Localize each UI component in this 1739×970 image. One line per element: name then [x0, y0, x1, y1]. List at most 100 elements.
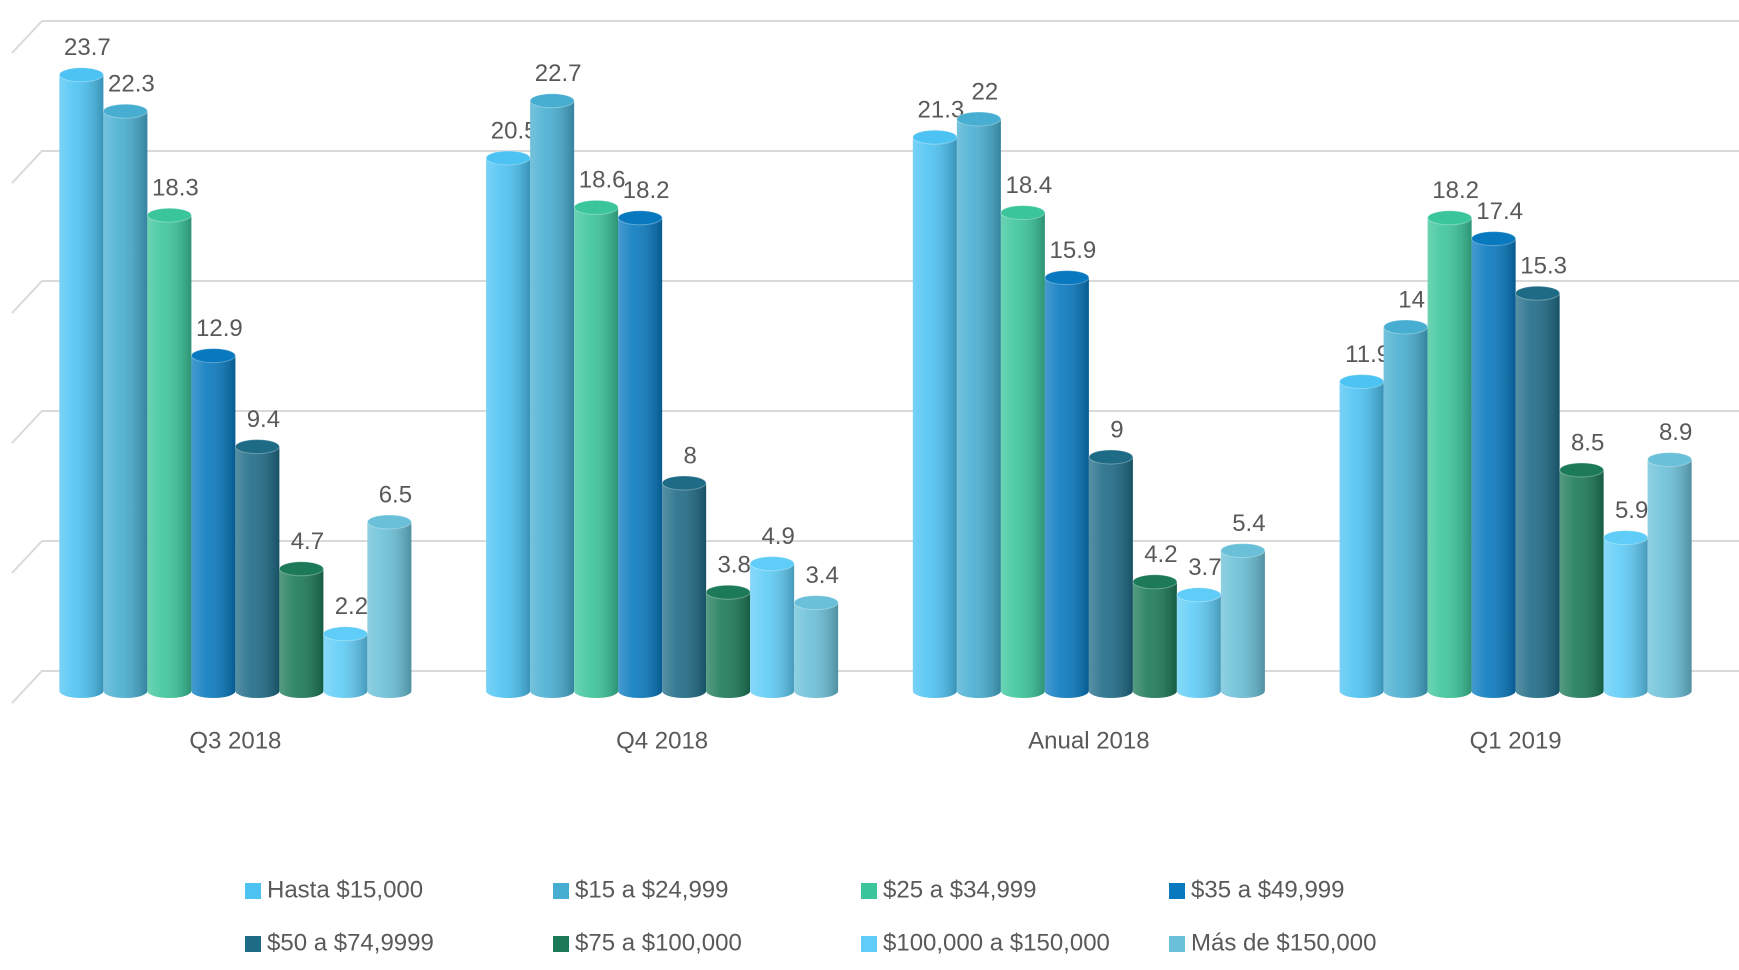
legend-label: $50 a $74,9999	[267, 929, 434, 956]
bar-shade	[618, 217, 663, 699]
value-label: 15.9	[1050, 237, 1097, 264]
legend-swatch	[1169, 883, 1185, 899]
bar	[529, 93, 575, 699]
bar-top	[705, 584, 751, 600]
value-label: 4.9	[761, 523, 794, 550]
bar	[190, 348, 236, 698]
bar-top	[278, 561, 324, 577]
bar-top	[102, 103, 148, 119]
bar-shade	[1220, 550, 1265, 698]
bar-top	[1176, 587, 1222, 603]
bar	[1471, 231, 1517, 698]
bar-top	[234, 439, 280, 455]
bar	[1044, 270, 1090, 698]
value-label: 20.5	[491, 117, 538, 144]
bar-top	[956, 111, 1002, 127]
legend-label: $75 a $100,000	[575, 929, 742, 956]
bar	[1427, 210, 1473, 699]
value-label: 18.2	[623, 177, 670, 204]
bar-top	[1132, 574, 1178, 590]
bar	[1515, 285, 1561, 698]
bar-shade	[956, 119, 1001, 698]
bar	[234, 439, 280, 698]
legend-label: $25 a $34,999	[883, 876, 1036, 903]
bar	[1132, 574, 1178, 698]
bar	[956, 111, 1002, 698]
value-label: 21.3	[918, 97, 965, 124]
value-label: 18.6	[579, 167, 626, 194]
value-label: 2.2	[335, 593, 368, 620]
bar-top	[1471, 231, 1517, 247]
value-label: 8	[683, 442, 696, 469]
bar-top	[1044, 270, 1090, 286]
x-tick-label: Q3 2018	[189, 727, 281, 754]
bar-shade	[103, 111, 148, 698]
bar-shade	[59, 74, 104, 699]
bar-top	[793, 595, 839, 611]
legend-label: Hasta $15,000	[267, 876, 423, 903]
bar-shade	[235, 446, 280, 698]
value-label: 22.3	[108, 71, 155, 98]
bar-top	[1515, 285, 1561, 301]
bar-top	[1427, 210, 1473, 226]
value-label: 8.9	[1659, 419, 1692, 446]
grid-line	[11, 280, 1739, 314]
bar-shade	[486, 158, 531, 698]
value-label: 3.4	[805, 562, 838, 589]
bar	[146, 207, 192, 698]
bar	[1603, 530, 1649, 698]
bar-shade	[662, 483, 707, 698]
grid-line	[11, 540, 1739, 574]
bar-top	[485, 150, 531, 166]
bar-top	[1383, 319, 1429, 335]
bar-shade	[147, 215, 192, 698]
bar-shade	[1088, 457, 1133, 698]
bar	[661, 475, 707, 698]
legend-swatch	[245, 883, 261, 899]
bar-shade	[1471, 238, 1516, 698]
value-label: 23.7	[64, 34, 111, 61]
bar-shade	[1132, 581, 1177, 698]
legend-label: $15 a $24,999	[575, 876, 728, 903]
bar	[278, 561, 324, 698]
value-label: 3.8	[717, 552, 750, 579]
bar-top	[190, 348, 236, 364]
value-label: 4.2	[1144, 541, 1177, 568]
grid-line	[11, 150, 1739, 184]
legend-swatch	[1169, 936, 1185, 952]
bar-top	[146, 207, 192, 223]
bar-shade	[191, 355, 236, 698]
bar-top	[749, 556, 795, 572]
legend-label: Más de $150,000	[1191, 929, 1376, 956]
bar-shade	[323, 633, 368, 698]
value-label: 8.5	[1571, 429, 1604, 456]
value-label: 9.4	[247, 406, 280, 433]
bar-shade	[574, 207, 619, 698]
bar-top	[58, 67, 104, 83]
bar	[1559, 462, 1605, 698]
value-label: 15.3	[1520, 253, 1567, 280]
bar-top	[1339, 374, 1385, 390]
bar-shade	[706, 592, 751, 698]
bar-top	[322, 626, 368, 642]
bar	[1647, 452, 1693, 698]
legend-swatch	[553, 936, 569, 952]
value-label: 6.5	[379, 481, 412, 508]
value-label: 5.4	[1232, 510, 1265, 537]
value-label: 3.7	[1188, 554, 1221, 581]
bar-shade	[912, 137, 957, 698]
value-label: 22	[972, 78, 999, 105]
bar	[749, 556, 795, 698]
bar-shade	[1603, 537, 1648, 698]
bar	[1383, 319, 1429, 698]
grid-line	[11, 410, 1739, 444]
legend-swatch	[245, 936, 261, 952]
bar-top	[617, 210, 663, 226]
value-label: 5.9	[1615, 497, 1648, 524]
bar-top	[1000, 205, 1046, 221]
bar	[485, 150, 531, 698]
bar-top	[1220, 543, 1266, 559]
x-tick-label: Q1 2019	[1470, 727, 1562, 754]
bar	[102, 103, 148, 698]
bar-shade	[1044, 277, 1089, 698]
